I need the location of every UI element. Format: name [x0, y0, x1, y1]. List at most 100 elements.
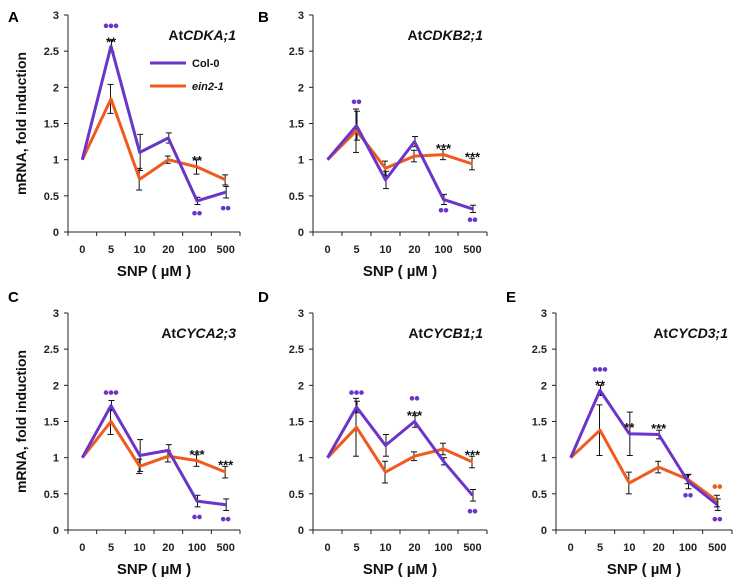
y-tick-label: 1 — [298, 453, 304, 465]
significance-stars: *** — [218, 458, 234, 473]
significance-dot — [467, 217, 473, 223]
series-line-ein2-1 — [80, 97, 227, 182]
x-tick-label: 100 — [188, 542, 206, 554]
x-tick-label: 500 — [463, 542, 481, 554]
y-tick-label: 1 — [53, 155, 59, 167]
significance-dot — [108, 390, 114, 395]
panel-d: D 0 0.5 1 1.5 2 2.5 3 0 5 10 20 100 500 SNP ( µM ) AtCY… — [258, 289, 488, 577]
chart-title: AtCYCB1;1 — [408, 325, 483, 341]
title-gene: CYCB1;1 — [423, 325, 483, 341]
significance-dot — [349, 390, 354, 395]
y-tick-label: 2 — [298, 82, 304, 94]
y-tick-label: 0 — [298, 227, 304, 239]
significance-dot — [351, 99, 357, 105]
y-tick-label: 3 — [541, 308, 547, 320]
significance-dot — [683, 492, 688, 498]
significance-dot — [108, 23, 114, 29]
significance-stars: ** — [624, 420, 635, 435]
y-tick-label: 1.5 — [289, 417, 304, 429]
series-line-col-0 — [80, 44, 227, 203]
significance-dot — [717, 516, 723, 522]
y-tick-label: 1.5 — [44, 119, 59, 131]
panel-label: E — [506, 289, 516, 306]
x-tick-label: 0 — [79, 542, 85, 554]
y-tick-label: 2.5 — [289, 344, 304, 356]
y-tick-label: 2 — [53, 82, 59, 94]
y-tick-label: 1 — [53, 453, 59, 465]
significance-dot — [597, 367, 603, 372]
x-tick-label: 500 — [216, 244, 234, 256]
x-tick-label: 0 — [79, 244, 85, 256]
chart-title: AtCDKB2;1 — [408, 27, 484, 43]
y-tick-label: 2.5 — [289, 46, 304, 58]
y-tick-label: 2.5 — [44, 344, 59, 356]
y-axis-label: mRNA, fold induction — [13, 350, 29, 493]
y-tick-label: 3 — [53, 10, 59, 22]
x-tick-label: 0 — [324, 542, 330, 554]
significance-stars: *** — [189, 447, 205, 462]
x-tick-label: 5 — [353, 244, 359, 256]
title-prefix: At — [161, 325, 176, 341]
y-tick-label: 1 — [541, 453, 547, 465]
significance-dot — [409, 396, 415, 401]
x-tick-label: 0 — [568, 542, 574, 554]
panel-label: D — [258, 289, 269, 306]
significance-dot — [438, 208, 444, 213]
x-tick-label: 5 — [353, 542, 359, 554]
x-axis-label: SNP ( µM ) — [117, 263, 191, 280]
significance-dot — [602, 367, 608, 372]
significance-dot — [712, 484, 718, 489]
title-prefix: At — [168, 27, 183, 43]
x-tick-label: 10 — [134, 542, 146, 554]
significance-dot — [472, 217, 478, 223]
panel-b: B 0 0.5 1 1.5 2 2.5 3 0 5 10 20 100 500 SNP ( µM ) AtCD… — [258, 9, 488, 280]
x-tick-label: 100 — [188, 244, 206, 256]
x-tick-label: 500 — [216, 542, 234, 554]
y-tick-label: 0 — [53, 525, 59, 537]
x-tick-label: 500 — [708, 542, 726, 554]
significance-dot — [192, 514, 197, 520]
x-tick-label: 10 — [134, 244, 146, 256]
y-tick-label: 1.5 — [532, 417, 547, 429]
series-line-col-0 — [80, 404, 226, 507]
chart-title: AtCDKA;1 — [168, 27, 236, 43]
x-tick-label: 500 — [463, 244, 481, 256]
significance-dot — [113, 390, 119, 395]
significance-dot — [220, 205, 226, 211]
y-tick-label: 0.5 — [289, 489, 304, 501]
panel-label: A — [8, 9, 19, 26]
significance-dot — [443, 208, 449, 213]
significance-dot — [359, 390, 364, 395]
significance-dot — [592, 367, 598, 372]
y-tick-label: 3 — [298, 10, 304, 22]
title-gene: CDKB2;1 — [422, 27, 483, 43]
panel-a: A 0 0.5 1 1.5 2 2.5 3 0 5 10 20 100 500 SNP ( µM ) mRNA… — [8, 9, 241, 280]
chart-title: AtCYCA2;3 — [161, 325, 236, 341]
x-tick-label: 5 — [597, 542, 603, 554]
chart-title: AtCYCD3;1 — [653, 325, 728, 341]
significance-dot — [225, 516, 231, 522]
x-axis-label: SNP ( µM ) — [363, 263, 437, 280]
significance-dot — [712, 516, 718, 522]
panel-c: C 0 0.5 1 1.5 2 2.5 3 0 5 10 20 100 500 SNP ( µM ) mRNA… — [8, 289, 241, 577]
series-line-ein2-1 — [81, 420, 227, 474]
y-tick-label: 1 — [298, 155, 304, 167]
panel-e: E 0 0.5 1 1.5 2 2.5 3 0 5 10 20 100 500 SNP ( µM ) AtCY… — [506, 289, 733, 577]
x-tick-label: 100 — [434, 244, 452, 256]
significance-stars: ** — [106, 35, 117, 50]
y-tick-label: 2.5 — [532, 344, 547, 356]
y-tick-label: 0 — [53, 227, 59, 239]
legend-label: ein2-1 — [192, 81, 224, 93]
significance-stars: *** — [465, 448, 481, 463]
significance-dot — [220, 516, 226, 522]
x-tick-label: 5 — [108, 244, 114, 256]
series-line-ein2-1 — [326, 425, 474, 474]
significance-dot — [225, 205, 231, 211]
x-tick-label: 0 — [324, 244, 330, 256]
significance-dot — [354, 390, 359, 395]
significance-dot — [688, 492, 693, 498]
significance-dot — [472, 508, 478, 514]
significance-dot — [717, 484, 723, 489]
title-gene: CDKA;1 — [183, 27, 236, 43]
